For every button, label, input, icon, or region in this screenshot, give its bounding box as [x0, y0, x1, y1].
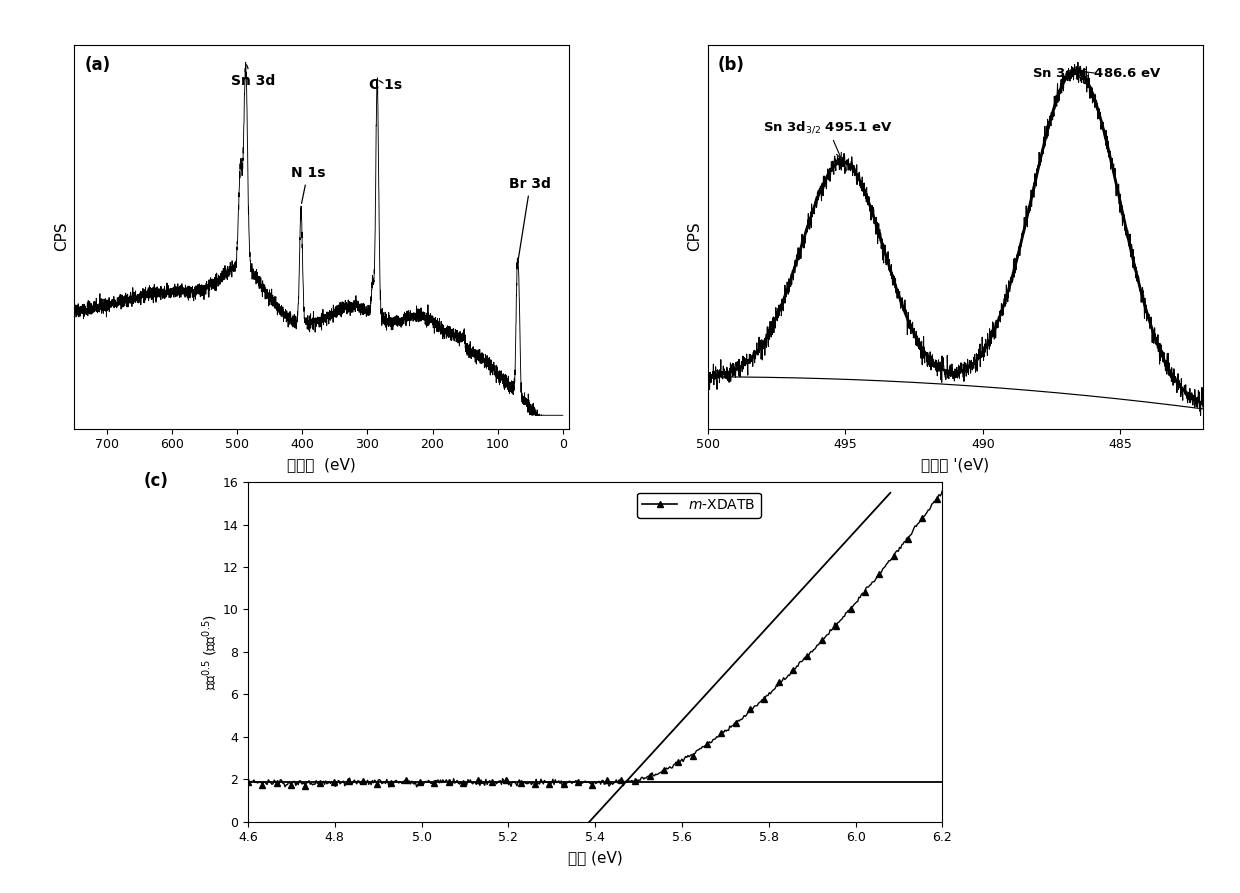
Legend: $m$-XDATB: $m$-XDATB	[637, 493, 761, 518]
Text: Br 3d: Br 3d	[510, 177, 552, 263]
Text: N 1s: N 1s	[290, 165, 325, 204]
Text: (a): (a)	[84, 56, 110, 74]
Text: (c): (c)	[144, 472, 169, 490]
Text: (b): (b)	[718, 56, 745, 74]
X-axis label: 能量 (eV): 能量 (eV)	[568, 850, 622, 864]
Y-axis label: 收率$^{0.5}$ (计数$^{0.5}$): 收率$^{0.5}$ (计数$^{0.5}$)	[200, 613, 219, 690]
Text: Sn 3d$_{3/2}$ 495.1 eV: Sn 3d$_{3/2}$ 495.1 eV	[763, 120, 893, 158]
Text: C 1s: C 1s	[368, 78, 402, 92]
X-axis label: 结合能  (eV): 结合能 (eV)	[288, 457, 356, 472]
Y-axis label: CPS: CPS	[687, 221, 702, 252]
Text: Sn 3d: Sn 3d	[231, 65, 275, 88]
Y-axis label: CPS: CPS	[53, 221, 69, 252]
X-axis label: 结合能 '(eV): 结合能 '(eV)	[921, 457, 990, 472]
Text: Sn 3d$_{5/2}$ 486.6 eV: Sn 3d$_{5/2}$ 486.6 eV	[1033, 65, 1162, 81]
